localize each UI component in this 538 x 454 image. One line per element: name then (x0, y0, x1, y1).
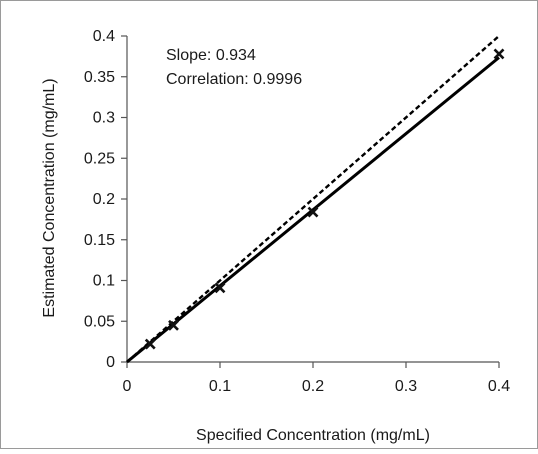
data-point-marker (307, 206, 319, 218)
x-tick-label: 0.1 (209, 378, 231, 395)
y-tick-label: 0.4 (93, 28, 115, 45)
identity-line (126, 35, 500, 363)
y-tick-label: 0.15 (84, 232, 115, 249)
y-axis-title: Estimated Concentration (mg/mL) (41, 78, 58, 317)
data-point-marker (168, 319, 179, 331)
y-tick-label: 0.1 (93, 273, 115, 290)
slope-annotation: Slope: 0.934 (166, 47, 256, 64)
x-axis-title: Specified Concentration (mg/mL) (196, 427, 430, 444)
y-tick-label: 0.3 (93, 110, 115, 127)
x-tick-label: 0.2 (302, 378, 324, 395)
y-tick-label: 0.25 (84, 150, 115, 167)
data-point-marker (144, 338, 156, 350)
x-tick-label: 0 (123, 378, 132, 395)
y-tick-label: 0.05 (84, 313, 115, 330)
correlation-annotation: Correlation: 0.9996 (166, 71, 302, 88)
fit-line (126, 56, 500, 364)
x-tick-label: 0.3 (395, 378, 417, 395)
y-tick-label: 0.2 (93, 191, 115, 208)
x-tick-label: 0.4 (488, 378, 510, 395)
y-tick-label: 0 (106, 354, 115, 371)
data-point-marker (214, 282, 226, 294)
y-tick-label: 0.35 (84, 69, 115, 86)
data-point-marker (493, 48, 505, 60)
plot-area: 0 0.05 0.1 0.15 0.2 0.25 0.3 0.35 0.4 0 0.1 0.2 0.3 0… (84, 28, 510, 395)
